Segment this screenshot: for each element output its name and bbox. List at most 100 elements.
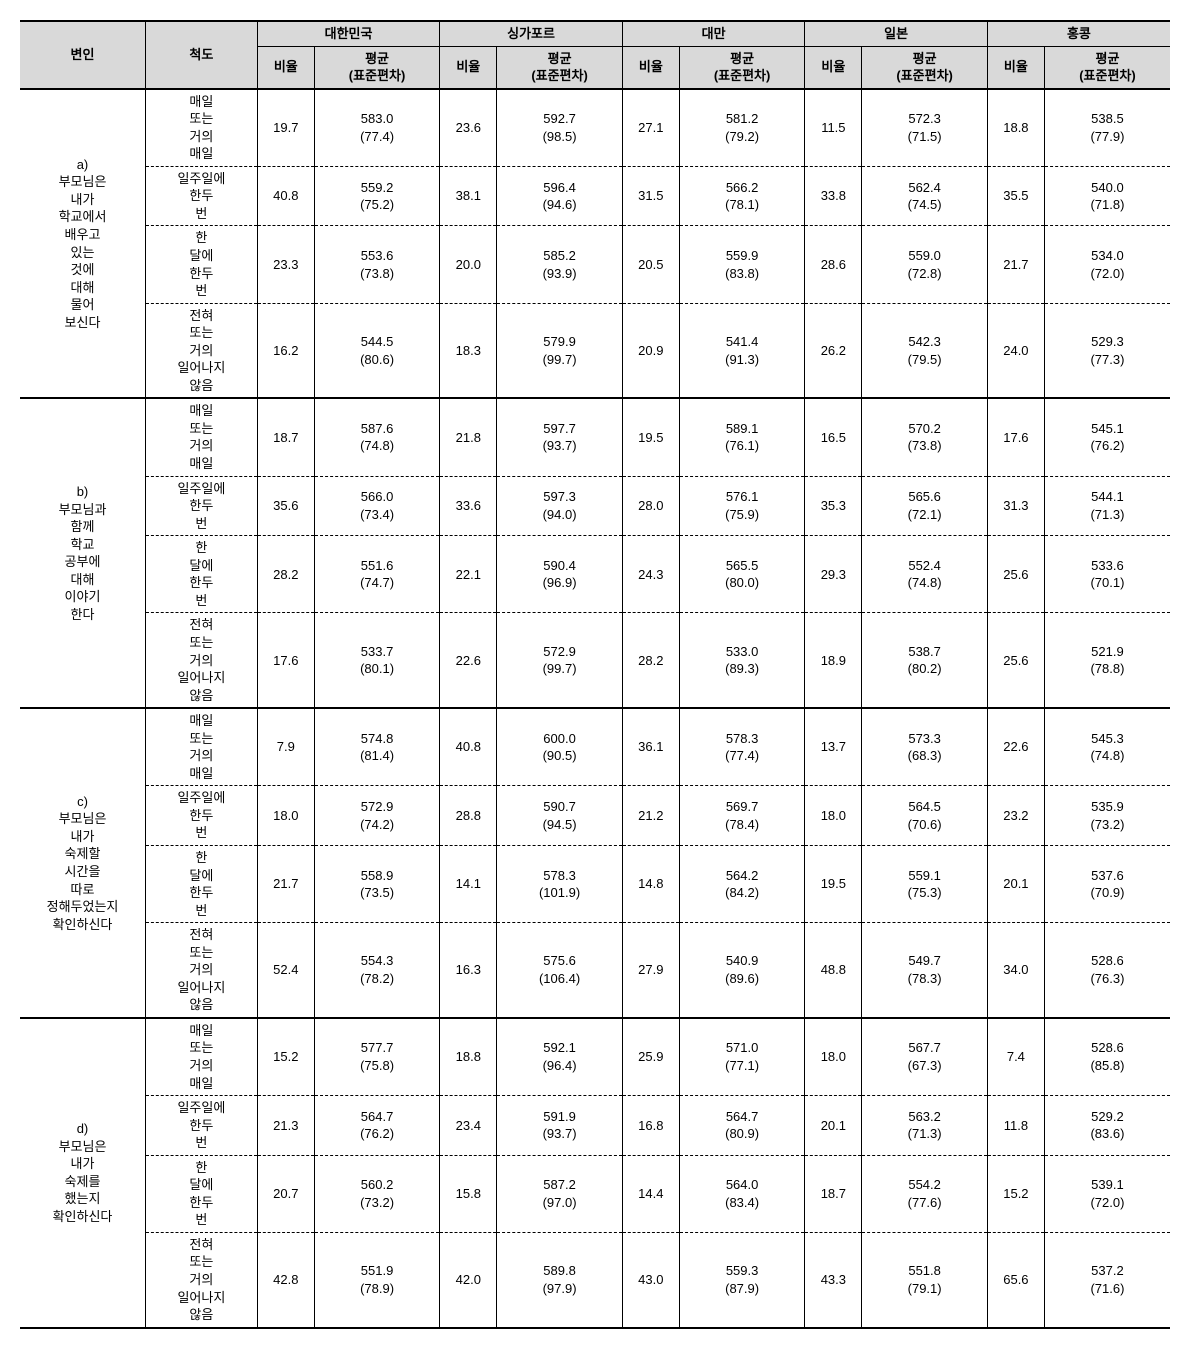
mean-value: 576.1 xyxy=(682,488,803,506)
mean-sd-cell: 577.7(75.8) xyxy=(314,1018,439,1096)
mean-sd-cell: 535.9(73.2) xyxy=(1044,786,1170,846)
rate-cell: 22.1 xyxy=(440,536,497,613)
mean-value: 572.9 xyxy=(499,643,619,661)
sd-value: (80.9) xyxy=(682,1125,803,1143)
rate-cell: 25.6 xyxy=(987,613,1044,708)
rate-cell: 36.1 xyxy=(622,708,679,786)
mean-sd-cell: 551.6(74.7) xyxy=(314,536,439,613)
sd-value: (76.2) xyxy=(1047,437,1168,455)
mean-value: 542.3 xyxy=(864,333,985,351)
mean-value: 554.2 xyxy=(864,1176,985,1194)
sd-value: (89.3) xyxy=(682,660,803,678)
mean-sd-cell: 545.3(74.8) xyxy=(1044,708,1170,786)
mean-value: 534.0 xyxy=(1047,247,1168,265)
rate-cell: 20.1 xyxy=(987,845,1044,922)
mean-sd-cell: 600.0(90.5) xyxy=(497,708,622,786)
mean-value: 533.6 xyxy=(1047,557,1168,575)
mean-value: 574.8 xyxy=(317,730,437,748)
rate-cell: 18.9 xyxy=(805,613,862,708)
mean-value: 559.9 xyxy=(682,247,803,265)
mean-value: 566.0 xyxy=(317,488,437,506)
sd-value: (77.6) xyxy=(864,1194,985,1212)
sd-value: (70.6) xyxy=(864,816,985,834)
mean-sd-cell: 554.2(77.6) xyxy=(862,1155,988,1232)
rate-cell: 31.3 xyxy=(987,476,1044,536)
rate-cell: 14.4 xyxy=(622,1155,679,1232)
sd-value: (74.7) xyxy=(317,574,437,592)
mean-value: 589.1 xyxy=(682,420,803,438)
rate-cell: 18.7 xyxy=(257,398,314,476)
mean-value: 564.7 xyxy=(682,1108,803,1126)
sd-value: (90.5) xyxy=(499,747,619,765)
sd-value: (76.3) xyxy=(1047,970,1168,988)
header-rate: 비율 xyxy=(257,46,314,89)
sd-value: (75.9) xyxy=(682,506,803,524)
mean-value: 587.2 xyxy=(499,1176,619,1194)
mean-value: 539.1 xyxy=(1047,1176,1168,1194)
mean-value: 549.7 xyxy=(864,952,985,970)
rate-cell: 15.8 xyxy=(440,1155,497,1232)
mean-value: 528.6 xyxy=(1047,1039,1168,1057)
sd-value: (93.7) xyxy=(499,437,619,455)
rate-cell: 14.1 xyxy=(440,845,497,922)
rate-cell: 43.0 xyxy=(622,1232,679,1327)
sd-value: (78.4) xyxy=(682,816,803,834)
sd-value: (99.7) xyxy=(499,660,619,678)
sd-value: (78.8) xyxy=(1047,660,1168,678)
rate-cell: 7.9 xyxy=(257,708,314,786)
scale-cell: 매일또는거의매일 xyxy=(145,89,257,167)
scale-cell: 전혀또는거의일어나지않음 xyxy=(145,613,257,708)
mean-value: 540.0 xyxy=(1047,179,1168,197)
mean-sd-cell: 565.5(80.0) xyxy=(679,536,805,613)
mean-sd-cell: 585.2(93.9) xyxy=(497,226,622,303)
mean-sd-cell: 540.0(71.8) xyxy=(1044,166,1170,226)
mean-value: 578.3 xyxy=(682,730,803,748)
rate-cell: 18.3 xyxy=(440,303,497,398)
header-mean-sd: 평균(표준편차) xyxy=(497,46,622,89)
mean-sd-cell: 537.2(71.6) xyxy=(1044,1232,1170,1327)
mean-sd-cell: 542.3(79.5) xyxy=(862,303,988,398)
mean-sd-cell: 529.3(77.3) xyxy=(1044,303,1170,398)
mean-value: 562.4 xyxy=(864,179,985,197)
mean-value: 564.0 xyxy=(682,1176,803,1194)
mean-sd-cell: 545.1(76.2) xyxy=(1044,398,1170,476)
mean-sd-cell: 533.7(80.1) xyxy=(314,613,439,708)
rate-cell: 43.3 xyxy=(805,1232,862,1327)
mean-value: 577.7 xyxy=(317,1039,437,1057)
mean-sd-cell: 534.0(72.0) xyxy=(1044,226,1170,303)
sd-value: (83.4) xyxy=(682,1194,803,1212)
scale-cell: 일주일에한두번 xyxy=(145,476,257,536)
scale-cell: 한달에한두번 xyxy=(145,226,257,303)
table-row: 한달에한두번21.7558.9(73.5)14.1578.3(101.9)14.… xyxy=(20,845,1170,922)
rate-cell: 28.8 xyxy=(440,786,497,846)
mean-sd-cell: 544.5(80.6) xyxy=(314,303,439,398)
mean-value: 554.3 xyxy=(317,952,437,970)
sd-value: (72.1) xyxy=(864,506,985,524)
mean-sd-cell: 559.0(72.8) xyxy=(862,226,988,303)
mean-value: 570.2 xyxy=(864,420,985,438)
mean-sd-cell: 559.1(75.3) xyxy=(862,845,988,922)
mean-value: 571.0 xyxy=(682,1039,803,1057)
mean-sd-cell: 597.7(93.7) xyxy=(497,398,622,476)
sd-value: (85.8) xyxy=(1047,1057,1168,1075)
scale-cell: 일주일에한두번 xyxy=(145,786,257,846)
mean-value: 553.6 xyxy=(317,247,437,265)
rate-cell: 19.5 xyxy=(622,398,679,476)
sd-value: (71.8) xyxy=(1047,196,1168,214)
mean-sd-cell: 581.2(79.2) xyxy=(679,89,805,167)
mean-sd-cell: 583.0(77.4) xyxy=(314,89,439,167)
header-mean-sd: 평균(표준편차) xyxy=(862,46,988,89)
header-mean-sd: 평균(표준편차) xyxy=(679,46,805,89)
mean-sd-cell: 592.1(96.4) xyxy=(497,1018,622,1096)
rate-cell: 38.1 xyxy=(440,166,497,226)
sd-value: (79.5) xyxy=(864,351,985,369)
mean-value: 564.7 xyxy=(317,1108,437,1126)
mean-value: 529.3 xyxy=(1047,333,1168,351)
table-row: 전혀또는거의일어나지않음16.2544.5(80.6)18.3579.9(99.… xyxy=(20,303,1170,398)
sd-value: (77.4) xyxy=(317,128,437,146)
rate-cell: 27.1 xyxy=(622,89,679,167)
table-row: 한달에한두번20.7560.2(73.2)15.8587.2(97.0)14.4… xyxy=(20,1155,1170,1232)
mean-value: 551.8 xyxy=(864,1262,985,1280)
sd-value: (80.0) xyxy=(682,574,803,592)
mean-sd-cell: 521.9(78.8) xyxy=(1044,613,1170,708)
